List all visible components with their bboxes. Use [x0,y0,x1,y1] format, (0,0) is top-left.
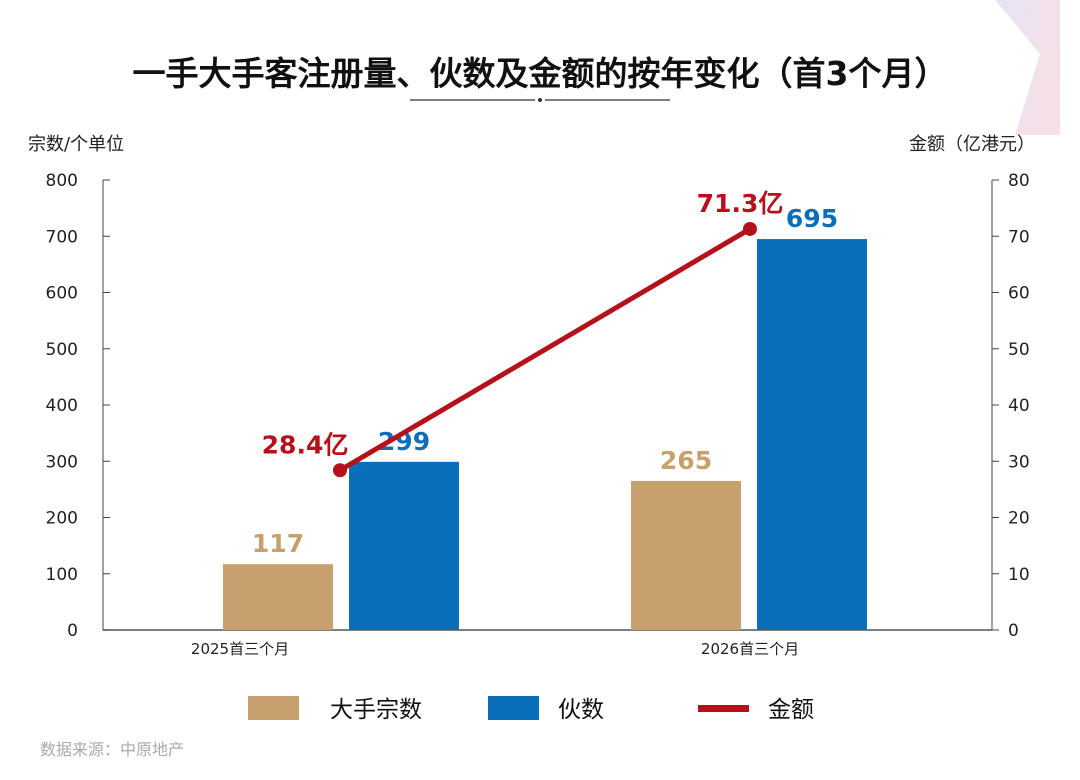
right-tick-label: 10 [1008,565,1030,585]
left-tick-label: 0 [67,621,78,641]
left-tick-label: 500 [46,340,78,360]
left-tick-label: 300 [46,452,78,472]
right-tick-label: 50 [1008,340,1030,360]
right-tick-label: 60 [1008,284,1030,304]
line-point [333,463,347,478]
left-tick-label: 600 [46,284,78,304]
line-value-label: 28.4亿 [262,430,349,459]
legend-label: 伙数 [558,697,604,723]
bar-大手宗数 [223,564,333,630]
bar-伙数 [757,239,867,630]
legend-label: 大手宗数 [330,697,422,723]
left-tick-label: 100 [46,565,78,585]
bar-伙数 [349,461,459,630]
left-tick-label: 400 [46,396,78,416]
line-point [743,221,757,236]
line-金额 [338,226,752,473]
legend-swatch [248,696,299,720]
left-axis-label: 宗数/个单位 [28,134,124,155]
right-tick-label: 0 [1008,621,1019,641]
left-tick-label: 200 [46,509,78,529]
right-tick-label: 70 [1008,227,1030,247]
title-divider [410,98,670,102]
legend-label: 金额 [768,697,814,723]
left-tick-label: 700 [46,227,78,247]
category-label: 2025首三个月 [191,640,289,658]
legend-swatch [488,696,539,720]
line-value-label: 71.3亿 [697,189,784,218]
right-tick-label: 30 [1008,452,1030,472]
right-tick-label: 80 [1008,171,1030,191]
right-tick-label: 20 [1008,509,1030,529]
bar-value-label: 695 [786,204,838,233]
bar-value-label: 117 [252,529,304,558]
source-note: 数据来源：中原地产 [40,740,184,759]
right-axis-label: 金额（亿港元） [909,134,1035,155]
left-tick-label: 800 [46,171,78,191]
right-tick-label: 40 [1008,396,1030,416]
bar-value-label: 265 [660,446,712,475]
chart-title: 一手大手客注册量、伙数及金额的按年变化（首3个月） [133,54,948,93]
category-label: 2026首三个月 [701,640,799,658]
bar-大手宗数 [631,480,741,630]
legend-swatch [698,705,749,712]
